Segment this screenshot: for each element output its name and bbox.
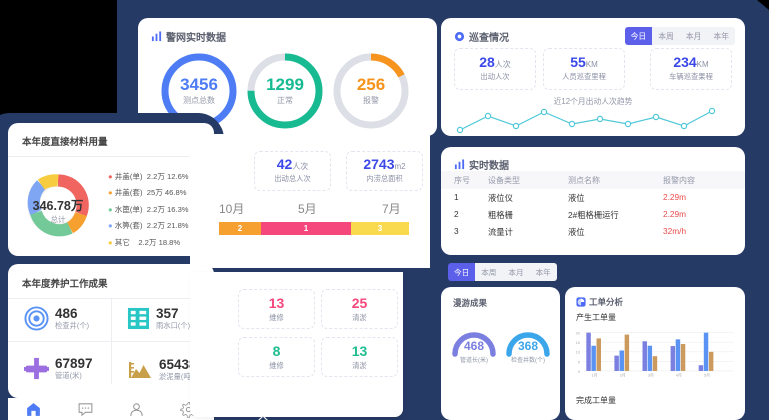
svg-text:1月: 1月 <box>592 373 598 378</box>
svg-text:0: 0 <box>578 370 580 374</box>
svg-text:5月: 5月 <box>704 373 710 378</box>
svg-text:4月: 4月 <box>676 373 682 378</box>
svg-text:10: 10 <box>576 351 580 355</box>
svg-text:3月: 3月 <box>648 373 654 378</box>
svg-text:15: 15 <box>576 341 580 345</box>
svg-text:5: 5 <box>578 360 580 364</box>
svg-text:20: 20 <box>576 332 580 336</box>
svg-text:2月: 2月 <box>620 373 626 378</box>
